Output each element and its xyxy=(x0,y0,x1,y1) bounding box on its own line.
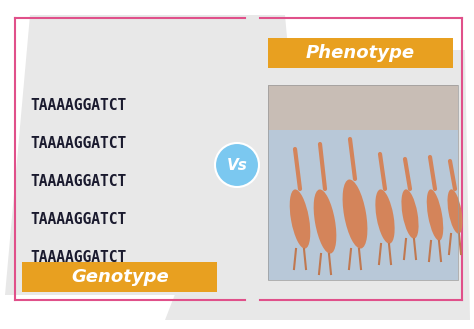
Text: TAAAAGGATCT: TAAAAGGATCT xyxy=(30,249,126,265)
FancyBboxPatch shape xyxy=(22,262,217,292)
Text: TAAAAGGATCT: TAAAAGGATCT xyxy=(30,173,126,189)
Ellipse shape xyxy=(290,190,310,249)
Text: Phenotype: Phenotype xyxy=(305,44,415,62)
FancyBboxPatch shape xyxy=(268,38,453,68)
Text: Genotype: Genotype xyxy=(71,268,169,286)
Text: TAAAAGGATCT: TAAAAGGATCT xyxy=(30,212,126,226)
Ellipse shape xyxy=(343,180,367,248)
Polygon shape xyxy=(5,15,310,295)
Ellipse shape xyxy=(314,190,337,254)
Ellipse shape xyxy=(427,190,443,240)
Text: TAAAAGGATCT: TAAAAGGATCT xyxy=(30,136,126,150)
Ellipse shape xyxy=(401,190,419,239)
Ellipse shape xyxy=(447,189,463,234)
FancyBboxPatch shape xyxy=(268,85,458,130)
Text: Vs: Vs xyxy=(227,158,247,172)
Circle shape xyxy=(215,143,259,187)
Text: TAAAAGGATCT: TAAAAGGATCT xyxy=(30,97,126,113)
Ellipse shape xyxy=(375,190,395,243)
Polygon shape xyxy=(165,50,470,320)
FancyBboxPatch shape xyxy=(268,130,458,280)
